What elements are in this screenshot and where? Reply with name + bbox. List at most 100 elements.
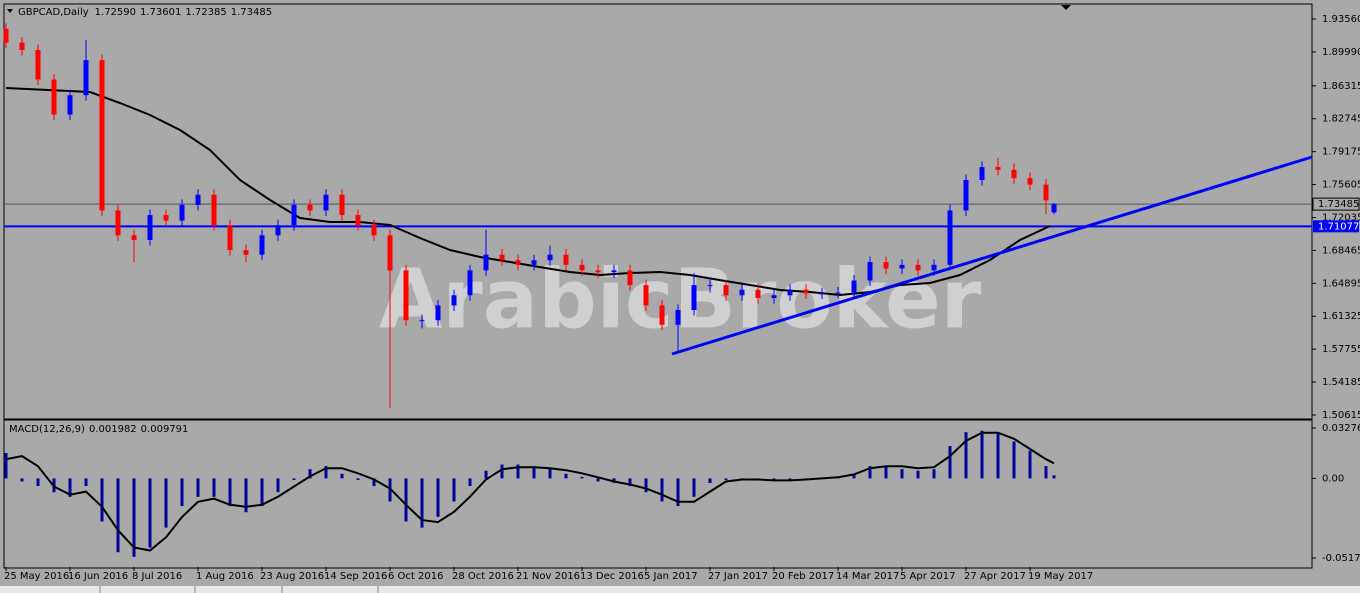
x-tick-label: 21 Nov 2016 (516, 571, 580, 582)
candle-body (291, 204, 297, 226)
macd-bar (932, 469, 936, 479)
candle-body (979, 167, 985, 181)
candle-body (867, 262, 873, 281)
candle-body (35, 49, 41, 80)
candle-body (643, 285, 649, 306)
macd-bar (180, 478, 184, 507)
tab-bar (0, 586, 1360, 593)
macd-bar (1012, 441, 1016, 479)
candle-body (211, 194, 217, 226)
x-tick-label: 5 Apr 2017 (900, 571, 955, 582)
candle-body (419, 320, 425, 322)
y-tick-label: 1.72035 (1322, 212, 1360, 223)
macd-bar (340, 473, 344, 479)
candle-body (947, 210, 953, 265)
price-panel (3, 3, 1313, 420)
candle-body (963, 180, 969, 211)
candle-body (259, 235, 265, 255)
candle-body (499, 254, 505, 261)
macd-bar (676, 478, 680, 507)
macd-bar (468, 478, 472, 487)
candle-body (547, 254, 553, 261)
candle-body (675, 310, 681, 325)
x-tick-label: 6 Oct 2016 (388, 571, 443, 582)
macd-bar (596, 478, 600, 482)
y-tick-label: 1.61325 (1322, 311, 1360, 322)
macd-bar (548, 467, 552, 479)
macd-bar (564, 473, 568, 479)
candle-body (563, 254, 569, 265)
macd-bar (964, 432, 968, 479)
candle-body (483, 254, 489, 271)
x-tick-label: 28 Oct 2016 (452, 571, 514, 582)
macd-bar (164, 478, 168, 528)
candle-body (19, 42, 25, 50)
signal-value: 0.009791 (141, 424, 189, 435)
candle-body (243, 250, 249, 255)
candle-body (739, 289, 745, 296)
y-tick-label: 1.54185 (1322, 377, 1360, 388)
y-tick-label: 1.79175 (1322, 147, 1360, 158)
y-tick-label: 1.50615 (1322, 410, 1360, 421)
open-label: 1.72590 (95, 7, 136, 18)
macd-bar (484, 470, 488, 479)
y-tick-label: 1.64895 (1322, 278, 1360, 289)
candle-body (355, 215, 361, 226)
candle-body (835, 292, 841, 294)
x-tick-label: 16 Jun 2016 (68, 571, 128, 582)
macd-bar (532, 466, 536, 479)
macd-bar (148, 478, 152, 548)
macd-bar (916, 470, 920, 479)
x-tick-label: 25 May 2016 (4, 571, 69, 582)
macd-bar (660, 478, 664, 502)
candle-body (819, 293, 825, 295)
candle-body (67, 95, 73, 115)
y-tick-label: 1.57755 (1322, 344, 1360, 355)
candle-body (787, 289, 793, 296)
close-label: 1.73485 (231, 7, 272, 18)
macd-bar (788, 478, 792, 480)
candle-body (579, 264, 585, 271)
x-tick-label: 27 Apr 2017 (964, 571, 1026, 582)
macd-bar (516, 464, 520, 479)
y-tick-label: -0.051724 (1322, 553, 1360, 564)
macd-bar (132, 478, 136, 557)
macd-bar (404, 478, 408, 522)
candle-body (179, 204, 185, 221)
candle-body (755, 289, 761, 299)
macd-bar (420, 478, 424, 528)
macd-bar (260, 478, 264, 507)
low-label: 1.72385 (185, 7, 226, 18)
candle-body (899, 264, 905, 269)
candle-body (531, 260, 537, 265)
macd-bar (84, 478, 88, 487)
macd-bar (308, 469, 312, 479)
candle-body (995, 167, 1001, 170)
macd-bar (980, 430, 984, 479)
candle-body (803, 289, 809, 294)
macd-bar (356, 478, 360, 480)
candle-body (1051, 204, 1057, 213)
candle-body (627, 270, 633, 286)
candle-body (1027, 178, 1033, 185)
candle-body (371, 225, 377, 236)
candle-body (339, 194, 345, 216)
candle-body (931, 264, 937, 271)
macd-bar (1052, 475, 1056, 479)
macd-bar (1044, 466, 1048, 479)
macd-bar (292, 478, 296, 480)
candle-body (99, 60, 105, 211)
y-tick-label: 0.032767 (1322, 423, 1360, 434)
y-tick-label: 1.68465 (1322, 245, 1360, 256)
signal-line (5, 431, 1055, 552)
candle-body (387, 235, 393, 271)
candle-body (3, 28, 9, 43)
candle-body (147, 215, 153, 240)
macd-bar (996, 433, 1000, 479)
candle-body (227, 225, 233, 251)
macd-bar (884, 466, 888, 479)
candle-body (771, 295, 777, 299)
macd-bar (1028, 450, 1032, 479)
macd-bar (276, 478, 280, 493)
